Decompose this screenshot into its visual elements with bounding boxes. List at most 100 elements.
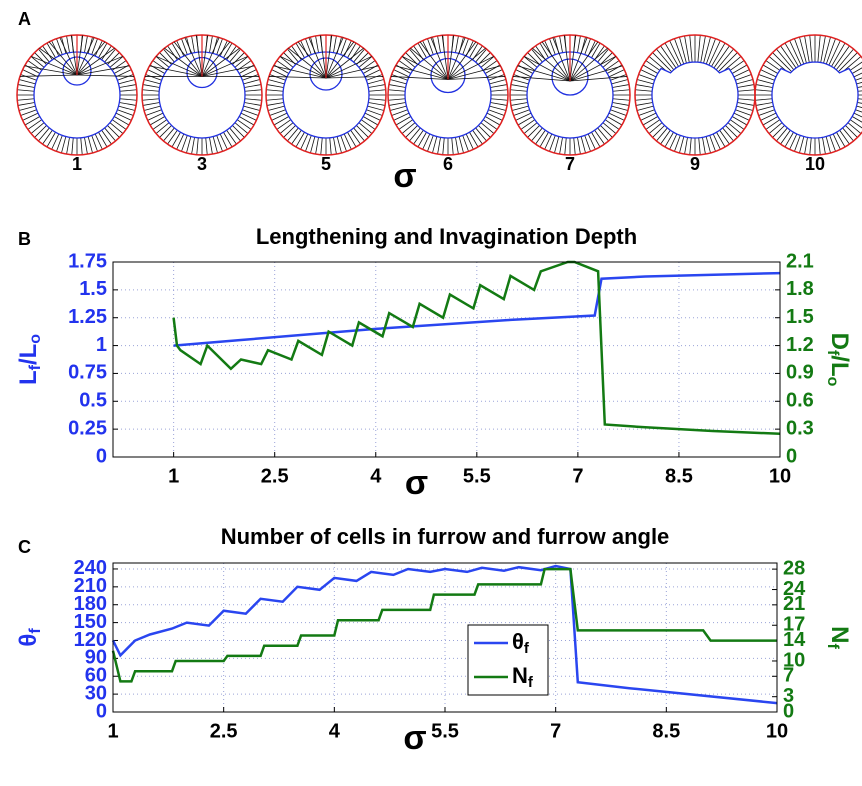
cell-ring [635, 35, 755, 155]
cell-wall [244, 85, 261, 88]
legend-name: N [512, 663, 528, 688]
cell-wall [720, 130, 730, 144]
cell-wall [738, 90, 755, 91]
cell-wall [554, 137, 558, 153]
cell-wall [18, 85, 35, 88]
cell-wall [163, 128, 174, 141]
y-tick-label: 1.75 [68, 250, 107, 272]
cell-wall [646, 61, 660, 71]
cell-wall [369, 99, 386, 100]
cell-wall [766, 61, 780, 71]
x-tick-label: 10 [766, 720, 788, 742]
cell-wall [84, 137, 87, 154]
y-tick-label: 1.5 [79, 278, 107, 300]
cell-wall [388, 99, 405, 100]
y2-tick-label: 1.8 [786, 278, 814, 300]
cell-wall [237, 120, 251, 130]
cell-wall [490, 79, 506, 83]
y-axis-label: Lf/Lo [15, 334, 44, 385]
cell-wall [337, 137, 341, 153]
x-tick-label: 8.5 [665, 465, 693, 487]
x-tick-label: 5.5 [463, 465, 491, 487]
cell-wall [852, 65, 862, 74]
cell-wall [102, 46, 112, 60]
x-tick-label: 2.5 [210, 720, 238, 742]
cell-wall [478, 125, 490, 137]
cell-wall [854, 70, 862, 77]
cell-wall [277, 61, 291, 71]
cell-wall [857, 106, 862, 110]
cell-wall [679, 137, 683, 153]
cell-wall [267, 102, 284, 105]
cell-wall [330, 138, 331, 155]
cell-wall [102, 130, 112, 144]
cell-wall [443, 138, 444, 155]
cell-wall [612, 85, 629, 88]
cell-wall [818, 35, 820, 62]
shape-label: 10 [805, 154, 825, 174]
cell-wall [438, 36, 441, 53]
x-tick-label: 7 [550, 720, 561, 742]
cell-wall [605, 120, 619, 130]
cell-wall [351, 130, 361, 144]
cell-wall [755, 99, 772, 100]
cell-wall [409, 128, 420, 141]
cell-wall [235, 123, 248, 134]
cell-wall [406, 125, 418, 137]
y2-tick-label: 17 [783, 614, 805, 636]
cell-wall [491, 99, 508, 100]
y2-tick-label: 0.3 [786, 417, 814, 439]
cell-wall [521, 120, 535, 130]
y2-tick-label: 0.6 [786, 390, 814, 412]
y2-tick-label: 10 [783, 649, 805, 671]
y-tick-label: 0.75 [68, 362, 107, 384]
cell-wall [354, 128, 365, 141]
cell-wall [267, 85, 284, 88]
cell-wall [737, 106, 753, 110]
shape-label: 7 [565, 154, 575, 174]
cell-wall [757, 79, 773, 83]
cell-wall [390, 79, 406, 83]
y-axis-label-part: o [27, 334, 44, 344]
cell-wall [738, 99, 755, 100]
cell-wall [156, 56, 169, 67]
cell-wall [766, 120, 780, 130]
shape-label: 1 [72, 154, 82, 174]
cell-wall [646, 120, 660, 130]
cell-wall [756, 85, 773, 88]
cell-wall [857, 85, 862, 88]
cell-wall [388, 90, 405, 91]
cell-wall [728, 123, 741, 134]
cell-wall [192, 137, 195, 154]
cell-wall [43, 46, 53, 60]
cell-wall [781, 130, 791, 144]
cell-wall [737, 79, 753, 83]
cell-wall [245, 99, 262, 100]
cell-wall [843, 128, 854, 141]
cell-wall [636, 102, 653, 105]
cell-wall [730, 61, 744, 71]
cell-wall [119, 79, 135, 83]
cell-wall [776, 128, 787, 141]
y2-axis-label: Nf [824, 626, 853, 649]
cell-wall [72, 138, 73, 155]
cell-wall [81, 138, 82, 155]
cell-wall [389, 102, 406, 105]
cell-wall [244, 106, 260, 110]
cell-wall [613, 99, 630, 100]
cell-wall [612, 79, 628, 83]
y2-axis-label-part: o [824, 377, 841, 387]
inner-boundary [772, 62, 858, 138]
cell-wall [142, 99, 159, 100]
cell-wall [805, 137, 808, 154]
cell-wall [235, 56, 248, 67]
cell-wall [536, 130, 546, 144]
cell-wall [603, 123, 616, 134]
cell-wall [143, 102, 160, 105]
x-tick-label: 1 [168, 465, 179, 487]
cell-wall [581, 137, 585, 153]
cell-wall [356, 125, 368, 137]
cell-wall [737, 85, 754, 88]
y2-axis-label-part: D [826, 333, 853, 350]
y2-axis-label: Df/Lo [824, 333, 853, 387]
